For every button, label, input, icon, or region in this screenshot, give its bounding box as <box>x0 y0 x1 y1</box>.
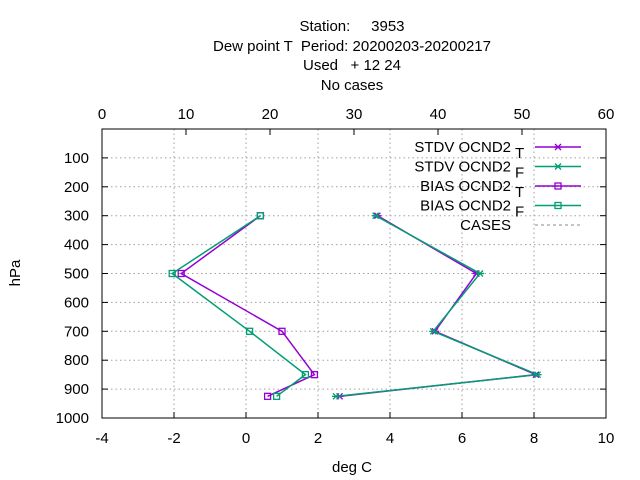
x-tick-label: 6 <box>458 430 466 447</box>
y-tick-label: 200 <box>64 179 89 196</box>
data-point-square <box>272 392 281 400</box>
legend-label: BIAS OCND2 <box>420 178 511 195</box>
x2-tick-label: 60 <box>598 106 615 123</box>
data-point-square <box>256 212 265 220</box>
data-point-star <box>533 371 542 379</box>
y-tick-label: 400 <box>64 237 89 254</box>
data-point-square <box>245 327 254 335</box>
y-tick-label: 800 <box>64 352 89 369</box>
data-point-square <box>554 182 562 190</box>
x2-tick-label: 30 <box>346 106 363 123</box>
y-tick-label: 500 <box>64 266 89 283</box>
title-line: Dew point T Period: 20200203-20200217 <box>213 37 491 55</box>
x2-tick-label: 0 <box>98 106 106 123</box>
x-tick-label: 2 <box>314 430 322 447</box>
legend-subscript: F <box>515 165 524 182</box>
y-tick-label: 300 <box>64 208 89 225</box>
chart-title: Station: 3953 Dew point T Period: 202002… <box>0 17 640 95</box>
series-group <box>168 212 542 400</box>
y-tick-label: 1000 <box>56 410 89 427</box>
title-line: Station: 3953 <box>299 18 405 35</box>
data-point-star <box>554 143 562 151</box>
data-point-star <box>429 327 438 335</box>
x-tick-label: 8 <box>530 430 538 447</box>
title-line: No cases <box>320 76 384 94</box>
legend-subscript: T <box>515 145 524 162</box>
legend-label: STDV OCND2 <box>414 139 511 156</box>
x-axis-label: deg C <box>332 459 372 476</box>
y-axis-label: hPa <box>7 259 24 286</box>
data-point-star <box>332 392 340 400</box>
data-point-star <box>554 163 562 170</box>
marker-stroke <box>332 392 340 400</box>
data-point-square <box>301 370 310 379</box>
legend-subscript: F <box>515 204 524 221</box>
legend-label: CASES <box>460 217 511 234</box>
x2-tick-label: 20 <box>262 106 279 123</box>
legend-label: BIAS OCND2 <box>420 198 511 215</box>
x2-tick-label: 10 <box>178 106 195 123</box>
x-tick-label: -2 <box>167 430 180 447</box>
legend-label: STDV OCND2 <box>414 159 511 176</box>
data-point-star <box>476 270 484 277</box>
y-tick-label: 700 <box>64 323 89 340</box>
y-tick-label: 900 <box>64 381 89 398</box>
y-tick-label: 100 <box>64 150 89 167</box>
data-point-square <box>310 370 319 379</box>
x2-tick-label: 50 <box>514 106 531 123</box>
marker-stroke <box>534 371 542 379</box>
data-point-square <box>278 327 286 335</box>
series-line <box>170 215 307 397</box>
grid <box>102 129 606 418</box>
marker-stroke <box>476 270 484 277</box>
data-point-square <box>263 392 272 400</box>
axis-ticks: -4 -2 0 2 4 6 8 100 10 20 30 40 50 601002003004005006… <box>56 106 615 447</box>
x-tick-label: 10 <box>598 430 615 447</box>
marker-stroke <box>372 212 380 220</box>
x-tick-label: 4 <box>386 430 394 447</box>
x2-tick-label: 40 <box>430 106 447 123</box>
x-tick-label: -4 <box>95 430 108 447</box>
data-point-star <box>371 212 380 220</box>
data-point-square <box>177 269 185 278</box>
data-point-square <box>554 201 562 210</box>
title-line: Used + 12 24 <box>303 57 401 74</box>
marker-stroke <box>554 143 562 151</box>
series-line <box>335 215 538 398</box>
legend-subscript: T <box>515 184 524 201</box>
y-tick-label: 600 <box>64 294 89 311</box>
x-tick-label: 0 <box>242 430 250 447</box>
series-line <box>339 215 539 398</box>
marker-stroke <box>554 163 562 170</box>
marker-stroke <box>429 327 437 335</box>
series-line <box>179 215 316 398</box>
data-point-square <box>168 269 176 278</box>
